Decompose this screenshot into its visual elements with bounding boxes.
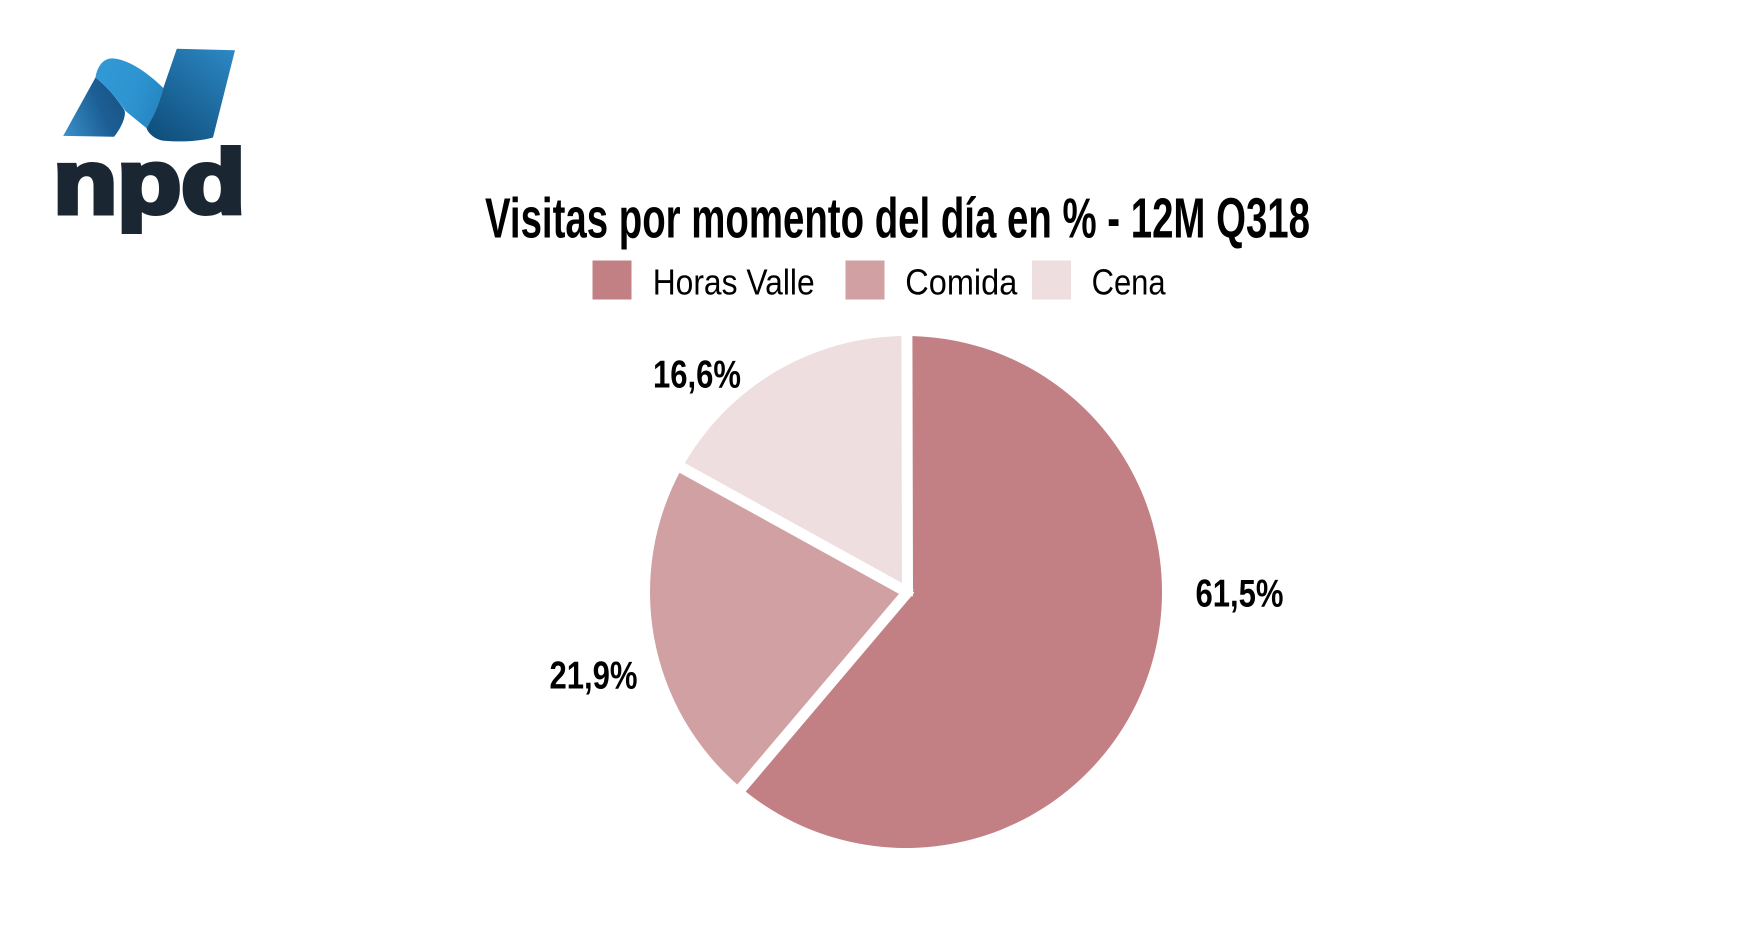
svg-text:61,5%: 61,5% xyxy=(1196,573,1284,616)
svg-text:Comida: Comida xyxy=(905,262,1018,303)
svg-text:npd: npd xyxy=(53,133,245,233)
svg-text:Horas Valle: Horas Valle xyxy=(653,262,815,303)
svg-text:Cena: Cena xyxy=(1092,262,1167,303)
svg-text:21,9%: 21,9% xyxy=(550,655,638,698)
svg-text:16,6%: 16,6% xyxy=(653,353,741,396)
svg-text:Visitas por momento del día en: Visitas por momento del día en % - 12M Q… xyxy=(485,187,1310,250)
